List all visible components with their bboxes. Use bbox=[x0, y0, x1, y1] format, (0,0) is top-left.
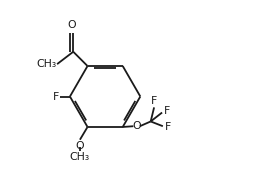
Text: O: O bbox=[132, 121, 141, 131]
Text: CH₃: CH₃ bbox=[70, 152, 90, 162]
Text: F: F bbox=[164, 122, 171, 132]
Text: F: F bbox=[151, 96, 157, 106]
Text: F: F bbox=[164, 106, 170, 116]
Text: CH₃: CH₃ bbox=[36, 59, 56, 69]
Text: O: O bbox=[67, 20, 76, 30]
Text: O: O bbox=[76, 141, 84, 151]
Text: F: F bbox=[53, 91, 59, 102]
